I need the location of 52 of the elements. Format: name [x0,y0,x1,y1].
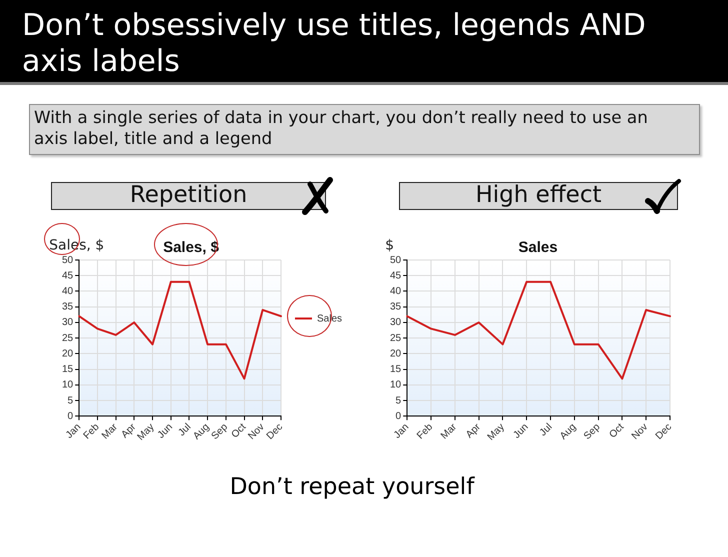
x-tick-label: Jun [512,422,531,441]
x-tick-label: Dec [264,422,286,442]
x-tick-label: Jun [156,422,175,441]
y-axis-title: $ [385,238,394,254]
y-tick-label: 0 [68,410,74,422]
x-tick-label: Feb [415,421,436,442]
y-tick-label: 45 [62,270,74,282]
x-tick-label: Jul [176,422,194,439]
y-tick-label: 15 [62,364,74,376]
y-tick-label: 20 [62,348,74,360]
y-tick-label: 20 [390,348,402,360]
y-tick-label: 10 [62,380,74,391]
x-tick-label: Nov [630,422,650,442]
x-tick-label: Nov [246,422,267,442]
x-tick-label: Jan [64,422,84,441]
x-tick-label: Aug [558,422,578,442]
x-tick-label: Dec [654,422,674,442]
y-tick-label: 40 [62,286,74,297]
text: Don’t obsessively use titles, legends AND axis labels [22,8,647,80]
y-tick-label: 30 [390,317,402,328]
y-tick-label: 15 [390,364,402,376]
text: With a single series of data in your chart, you don’t really need to use an axis label, title and a legend [29,104,700,155]
text: Don’t repeat yourself [230,473,474,501]
y-tick-label: 35 [62,302,74,313]
y-tick-label: 10 [390,380,402,391]
chart-title: Sales [518,239,558,256]
x-tick-label: Mar [100,421,120,442]
x-tick-label: Jan [392,422,412,441]
x-tick-label: May [486,422,507,443]
y-tick-label: 25 [390,332,402,344]
y-tick-label: 45 [390,270,402,282]
y-tick-label: 5 [68,395,74,406]
x-tick-label: Mar [439,421,460,442]
y-tick-label: 5 [396,395,402,406]
x-tick-label: Apr [464,421,484,440]
y-tick-label: 50 [390,254,402,266]
y-tick-label: 50 [62,254,74,266]
x-tick-label: Sep [210,421,230,442]
x-tick-label: Oct [230,422,248,440]
y-tick-label: 25 [62,332,74,344]
x-tick-label: Aug [191,422,212,442]
x-tick-label: Sep [582,421,603,442]
y-tick-label: 0 [396,410,402,422]
y-tick-label: 35 [390,302,402,313]
text: High effect [399,182,678,210]
x-tick-label: Jul [538,422,555,439]
x-tick-label: May [135,422,157,443]
x-tick-label: Feb [82,421,102,442]
y-tick-label: 40 [390,286,402,297]
x-tick-label: Oct [607,422,626,440]
text: Repetition [51,182,326,210]
y-tick-label: 30 [62,317,74,328]
